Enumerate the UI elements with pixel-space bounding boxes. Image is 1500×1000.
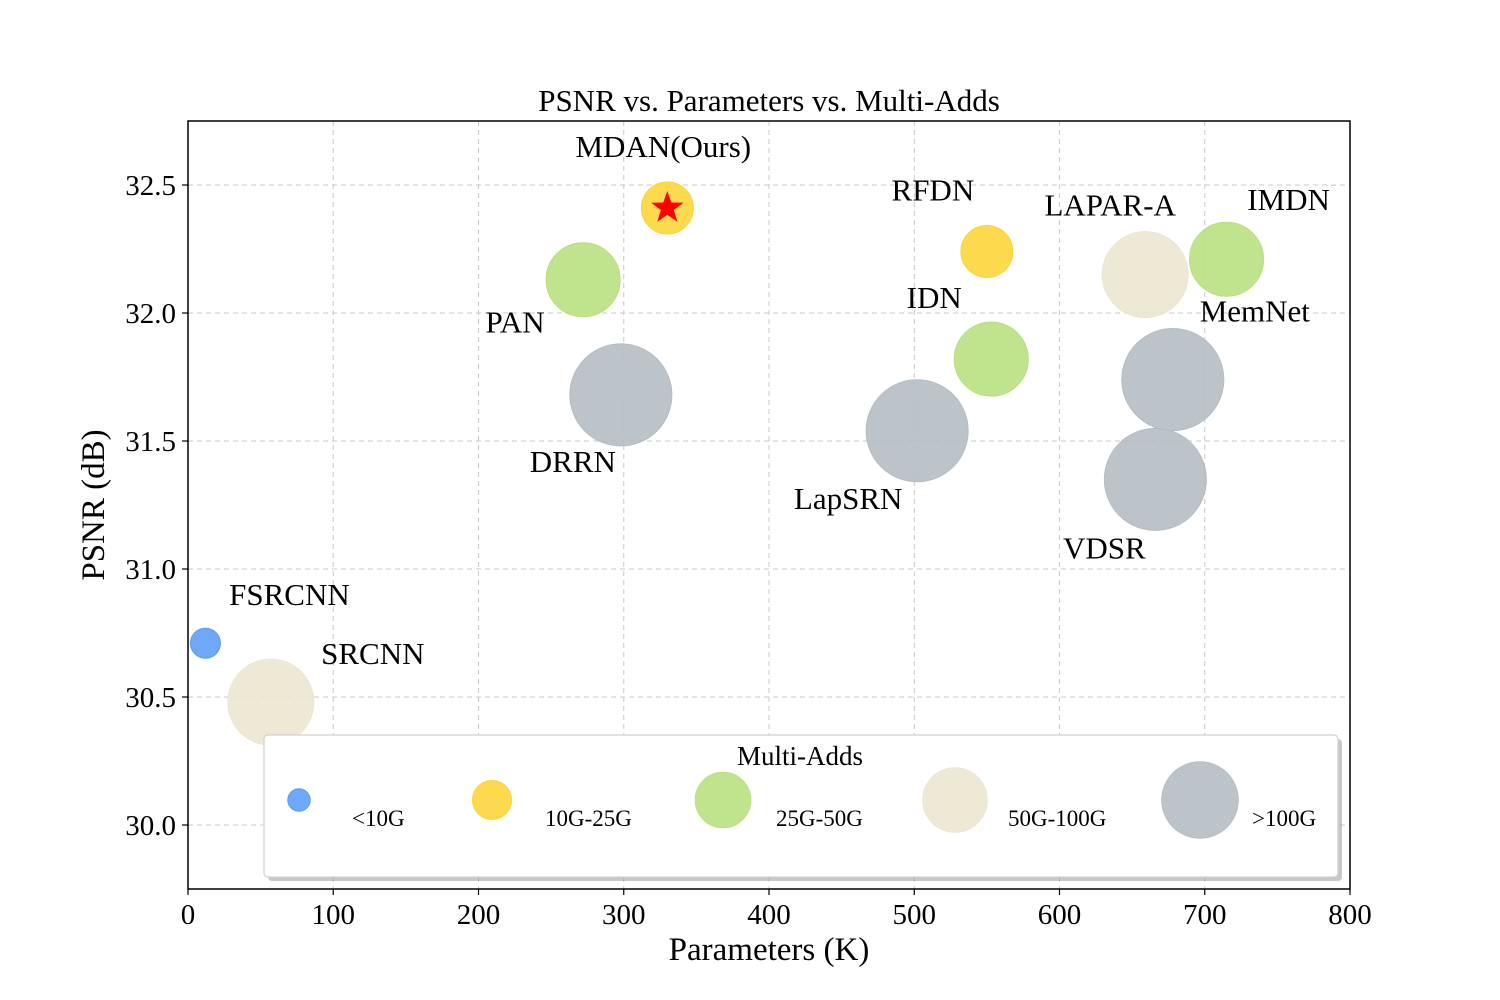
axis-ticks: 0 100 200 300 400 500 600 700 800 30.0 30.5 31.0 31.… [125, 170, 1372, 931]
legend-label-lt10g: <10G [352, 806, 405, 831]
legend-title: Multi-Adds [737, 741, 863, 771]
y-tick-label: 31.0 [125, 554, 176, 586]
bubble-memnet [1121, 328, 1225, 432]
bubble-pan [545, 242, 621, 318]
x-tick-label: 800 [1328, 899, 1372, 931]
legend-marker-gt100g [1161, 761, 1239, 839]
x-tick-label: 300 [602, 899, 646, 931]
legend-label-gt100g: >100G [1252, 806, 1316, 831]
bubble-fsrcnn [189, 627, 221, 659]
y-tick-label: 32.5 [125, 170, 176, 202]
bubble-idn [953, 321, 1029, 397]
legend-box [263, 734, 1339, 878]
legend: Multi-Adds <10G 10G-25G 25G-50G 50G-100G >10… [263, 734, 1342, 881]
legend-marker-25g-50g [694, 771, 752, 829]
x-tick-label: 0 [181, 899, 196, 931]
point-label-imdn: IMDN [1247, 182, 1330, 217]
point-label-drrn: DRRN [530, 444, 616, 479]
point-label-lapsrn: LapSRN [794, 481, 903, 516]
bubble-rfdn [960, 225, 1014, 279]
bubble-lapar-a [1101, 231, 1189, 319]
point-label-mdan-ours: MDAN(Ours) [575, 129, 751, 164]
y-tick-label: 32.0 [125, 298, 176, 330]
legend-label-25g-50g: 25G-50G [776, 806, 863, 831]
x-axis-label: Parameters (K) [669, 932, 870, 968]
point-label-vdsr: VDSR [1063, 530, 1146, 565]
point-label-rfdn: RFDN [892, 173, 975, 208]
point-label-lapar-a: LAPAR-A [1044, 188, 1176, 223]
bubble-vdsr [1103, 427, 1207, 531]
x-tick-label: 200 [457, 899, 501, 931]
bubble-imdn [1189, 221, 1265, 297]
point-label-srcnn: SRCNN [321, 636, 424, 671]
point-labels: FSRCNN SRCNN PAN DRRN MDAN(Ours) LapSRN RFDN ID… [229, 129, 1330, 671]
star-marker-mdan-ours [651, 191, 684, 222]
point-label-pan: PAN [485, 305, 544, 340]
x-tick-label: 700 [1183, 899, 1227, 931]
point-label-memnet: MemNet [1200, 294, 1311, 329]
data-points [189, 181, 1265, 746]
x-tick-label: 400 [747, 899, 791, 931]
x-tick-label: 600 [1038, 899, 1082, 931]
x-tick-label: 100 [312, 899, 356, 931]
y-tick-label: 31.5 [125, 426, 176, 458]
bubble-srcnn [227, 658, 315, 746]
legend-marker-50g-100g [922, 767, 988, 833]
chart-title: PSNR vs. Parameters vs. Multi-Adds [538, 83, 1000, 118]
legend-marker-lt10g [287, 788, 311, 812]
legend-marker-10g-25g [472, 780, 512, 820]
bubble-drrn [569, 343, 673, 447]
point-label-idn: IDN [907, 280, 962, 315]
legend-label-10g-25g: 10G-25G [545, 806, 632, 831]
y-axis-label: PSNR (dB) [76, 429, 112, 580]
y-tick-label: 30.5 [125, 682, 176, 714]
legend-label-50g-100g: 50G-100G [1008, 806, 1106, 831]
x-tick-label: 500 [893, 899, 937, 931]
y-tick-label: 30.0 [125, 810, 176, 842]
point-label-fsrcnn: FSRCNN [229, 577, 350, 612]
bubble-lapsrn [865, 379, 969, 483]
legend-items: <10G 10G-25G 25G-50G 50G-100G >100G [287, 761, 1316, 839]
